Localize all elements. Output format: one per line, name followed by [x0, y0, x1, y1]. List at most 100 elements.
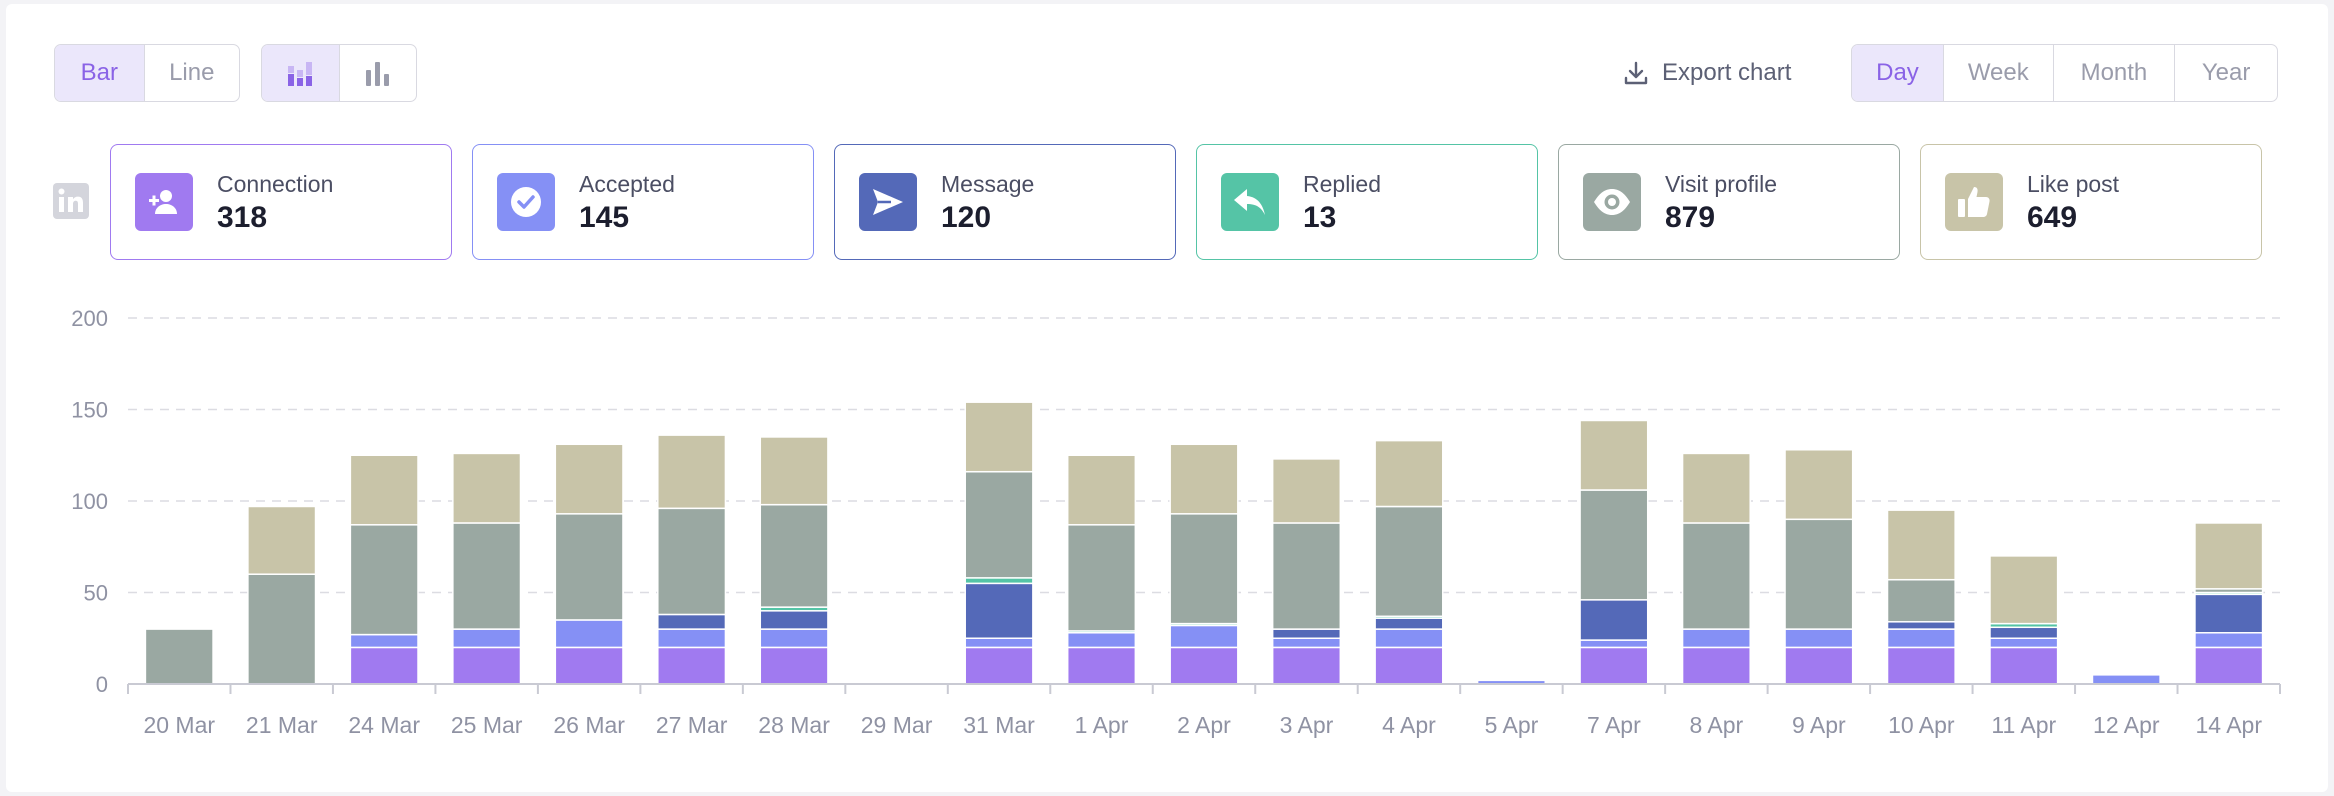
bar-segment-connection[interactable] [1681, 646, 1751, 685]
bar-segment-connection[interactable] [759, 646, 829, 685]
bar-segment-like-post[interactable] [759, 436, 829, 506]
bar-segment-accepted[interactable] [964, 637, 1034, 649]
bar-segment-message[interactable] [657, 613, 727, 630]
bar-segment-visit-profile[interactable] [1784, 518, 1854, 630]
linkedin-icon [53, 183, 89, 219]
bar-segment-visit-profile[interactable] [1271, 522, 1342, 630]
bar-segment-accepted[interactable] [2091, 674, 2161, 685]
stat-card-replied[interactable]: Replied 13 [1196, 144, 1538, 260]
line-chart-button[interactable]: Line [169, 59, 215, 86]
bar-segment-like-post[interactable] [964, 401, 1034, 473]
stat-card-message[interactable]: Message 120 [834, 144, 1176, 260]
bar-segment-visit-profile[interactable] [759, 503, 829, 608]
bar-segment-accepted[interactable] [1784, 628, 1854, 649]
bar-segment-accepted[interactable] [759, 628, 829, 649]
bar-segment-accepted[interactable] [2194, 632, 2264, 649]
bar-segment-accepted[interactable] [1579, 639, 1649, 649]
bar-segment-accepted[interactable] [1169, 624, 1239, 649]
bar-segment-message[interactable] [1271, 628, 1342, 639]
bar-segment-connection[interactable] [452, 646, 522, 685]
stat-card-accepted[interactable]: Accepted 145 [472, 144, 814, 260]
bar-segment-connection[interactable] [964, 646, 1034, 685]
bar-segment-accepted[interactable] [349, 633, 419, 649]
period-week-button[interactable]: Week [1944, 45, 2054, 101]
bar-segment-connection[interactable] [1169, 646, 1239, 685]
bar-segment-like-post[interactable] [1886, 509, 1956, 581]
bar-segment-like-post[interactable] [1784, 449, 1854, 521]
bar-segment-visit-profile[interactable] [657, 507, 727, 616]
bar-segment-connection[interactable] [1374, 646, 1444, 685]
bar-segment-accepted[interactable] [452, 628, 522, 649]
bar-segment-like-post[interactable] [1374, 439, 1444, 508]
bar-segment-like-post[interactable] [554, 443, 624, 515]
bar-segment-visit-profile[interactable] [247, 573, 317, 685]
bar-segment-connection[interactable] [1886, 646, 1956, 685]
bar-segment-connection[interactable] [1784, 646, 1854, 685]
export-chart-label: Export chart [1662, 59, 1792, 86]
bar-segment-connection[interactable] [1989, 646, 2059, 685]
bar-segment-visit-profile[interactable] [554, 513, 624, 621]
bar-segment-connection[interactable] [2194, 646, 2264, 685]
bar-segment-like-post[interactable] [349, 454, 419, 526]
bar-segment-visit-profile[interactable] [964, 470, 1034, 579]
stat-card-connection[interactable]: Connection 318 [110, 144, 452, 260]
bar-segment-like-post[interactable] [657, 434, 727, 510]
bar-segment-connection[interactable] [1271, 646, 1342, 685]
x-tick-label: 8 Apr [1690, 712, 1744, 738]
bar-segment-like-post[interactable] [452, 452, 522, 524]
bar-segment-accepted[interactable] [1886, 628, 1956, 649]
bar-segment-replied[interactable] [964, 577, 1034, 585]
bar-segment-like-post[interactable] [2194, 522, 2264, 590]
bar-segment-accepted[interactable] [1271, 637, 1342, 649]
bar-segment-visit-profile[interactable] [1374, 505, 1444, 618]
bar-segment-message[interactable] [1579, 599, 1649, 641]
bar-segment-visit-profile[interactable] [1886, 578, 1956, 623]
bar-segment-accepted[interactable] [1681, 628, 1751, 649]
bar-segment-visit-profile[interactable] [1681, 522, 1751, 630]
bar-segment-like-post[interactable] [1681, 452, 1751, 524]
period-year-button[interactable]: Year [2201, 59, 2251, 86]
bar-segment-accepted[interactable] [657, 628, 727, 649]
bar-segment-message[interactable] [1886, 621, 1956, 630]
bar-segment-like-post[interactable] [1271, 458, 1342, 524]
stat-value: 879 [1665, 201, 1716, 234]
period-day-button[interactable]: Day [1852, 45, 1944, 101]
bar-segment-message[interactable] [1989, 626, 2059, 640]
bar-segment-like-post[interactable] [1579, 419, 1649, 491]
bar-segment-like-post[interactable] [1989, 555, 2059, 625]
bar-segment-visit-profile[interactable] [1579, 489, 1649, 601]
grouped-bars-button[interactable] [340, 45, 417, 101]
period-month-button[interactable]: Month [2054, 45, 2176, 101]
bar-segment-visit-profile[interactable] [144, 628, 214, 685]
bar-segment-accepted[interactable] [1374, 628, 1444, 649]
bar-segment-connection[interactable] [349, 646, 419, 685]
bar-segment-accepted[interactable] [1066, 632, 1137, 649]
bar-segment-visit-profile[interactable] [349, 524, 419, 636]
bar-segment-visit-profile[interactable] [1169, 513, 1239, 625]
bar-segment-visit-profile[interactable] [1066, 524, 1137, 632]
bar-segment-connection[interactable] [1579, 646, 1649, 685]
bar-segment-like-post[interactable] [1169, 443, 1239, 515]
stat-card-like-post[interactable]: Like post 649 [1920, 144, 2262, 260]
stat-card-visit-profile[interactable]: Visit profile 879 [1558, 144, 1900, 260]
bar-segment-message[interactable] [1374, 617, 1444, 630]
bar-segment-message[interactable] [759, 610, 829, 630]
export-chart-button[interactable]: Export chart [1622, 44, 1791, 102]
bar-segment-connection[interactable] [1066, 646, 1137, 685]
bar-segment-message[interactable] [2194, 593, 2264, 634]
bar-segment-accepted[interactable] [554, 619, 624, 649]
bar-segment-like-post[interactable] [247, 505, 317, 575]
bar-segment-connection[interactable] [554, 646, 624, 685]
y-tick-label: 100 [71, 489, 108, 514]
grouped-bars-icon [365, 62, 389, 86]
bar-segment-connection[interactable] [657, 646, 727, 685]
stat-value: 120 [941, 201, 992, 234]
bar-chart-button[interactable]: Bar [55, 45, 145, 101]
bar-segment-like-post[interactable] [1066, 454, 1137, 526]
stacked-bars-button[interactable] [262, 45, 340, 101]
chart-type-toggle: Bar Line [54, 44, 240, 102]
stat-label: Connection [217, 171, 334, 197]
bar-segment-message[interactable] [964, 582, 1034, 639]
bar-segment-visit-profile[interactable] [452, 522, 522, 630]
bar-segment-accepted[interactable] [1989, 637, 2059, 649]
